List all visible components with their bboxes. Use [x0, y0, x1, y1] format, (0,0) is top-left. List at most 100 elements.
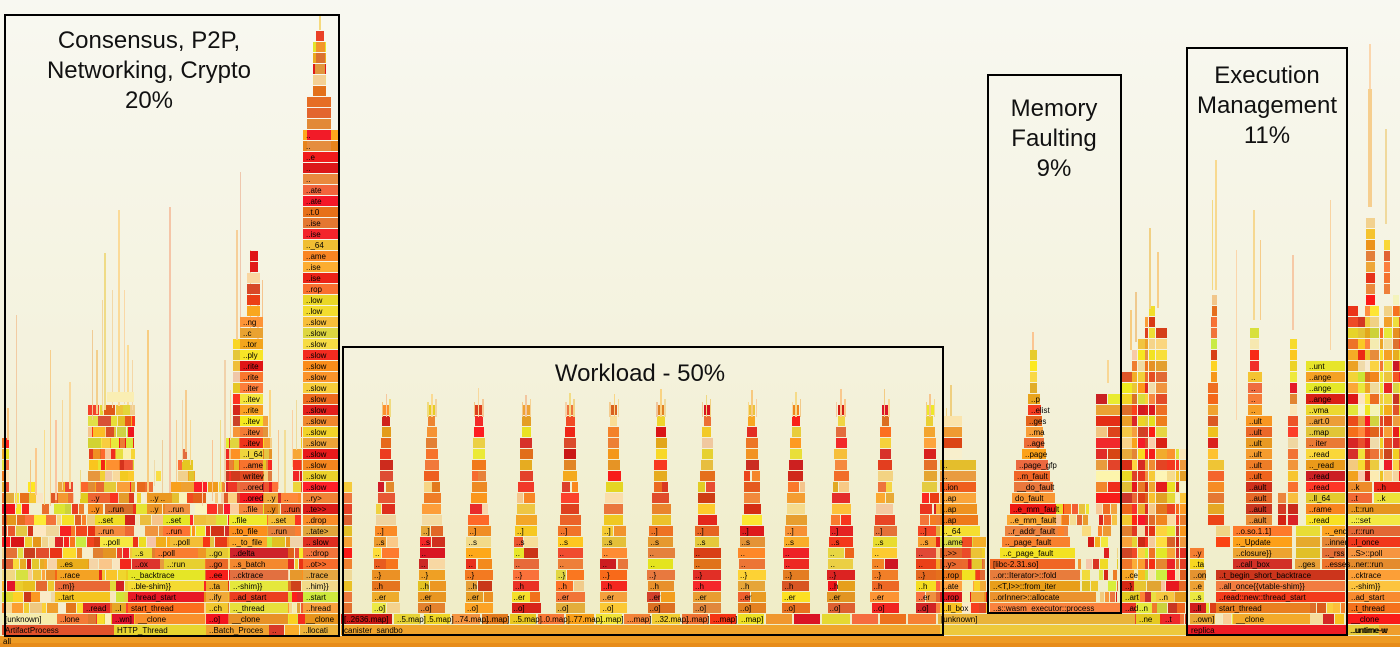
svg-text:..read: ..read	[1309, 516, 1329, 525]
svg-text:.._read: .._read	[1309, 461, 1334, 470]
svg-text:HTTP_Thread: HTTP_Thread	[117, 626, 168, 635]
svg-text:..: ..	[831, 560, 835, 569]
svg-text:..or::Iterator>::fold: ..or::Iterator>::fold	[993, 571, 1056, 580]
svg-text:..hread: ..hread	[306, 604, 331, 613]
svg-text:..m}}: ..m}}	[58, 582, 75, 591]
svg-text:..s: ..s	[875, 538, 883, 547]
svg-text:..: ..	[943, 461, 947, 470]
svg-text:..]: ..]	[517, 527, 524, 536]
svg-text:..trace: ..trace	[306, 571, 329, 580]
svg-text:..: ..	[284, 494, 288, 503]
svg-text:..ate: ..ate	[943, 582, 959, 591]
svg-text:..: ..	[1251, 384, 1255, 393]
svg-text:..t: ..t	[1351, 494, 1358, 503]
svg-text:..l_64: ..l_64	[243, 450, 263, 459]
svg-text:..r_addr_fault: ..r_addr_fault	[1008, 527, 1056, 536]
svg-text:..closure}}: ..closure}}	[1236, 549, 1272, 558]
svg-text:__clone: __clone	[137, 615, 167, 624]
svg-text:..read: ..read	[86, 604, 106, 613]
svg-text:Management: Management	[1197, 92, 1337, 119]
svg-text:Execution: Execution	[1214, 62, 1319, 89]
svg-text:..lone: ..lone	[60, 615, 80, 624]
svg-text:..h: ..h	[374, 582, 383, 591]
svg-text:..]: ..]	[920, 527, 927, 536]
svg-text:..: ..	[560, 549, 564, 558]
svg-text:..race: ..race	[60, 571, 81, 580]
svg-text:..: ..	[875, 549, 879, 558]
svg-text:..h: ..h	[650, 582, 659, 591]
svg-text:..}: ..}	[785, 571, 792, 580]
svg-text:..ox: ..ox	[135, 560, 148, 569]
svg-text:..er: ..er	[829, 593, 841, 602]
svg-text:..: ..	[696, 549, 700, 558]
svg-text:.._page_fault: .._page_fault	[1005, 538, 1052, 547]
svg-text:..: ..	[516, 560, 520, 569]
svg-text:.._rss: .._rss	[1325, 549, 1345, 558]
svg-text:..untime-w: ..untime-w	[1351, 626, 1388, 635]
svg-text:.._backtrace: .._backtrace	[131, 571, 175, 580]
svg-text:..ot>>: ..ot>>	[306, 560, 327, 569]
svg-text:..slow: ..slow	[306, 483, 327, 492]
svg-text:..0.map]: ..0.map]	[541, 615, 570, 624]
svg-text:..m_fault: ..m_fault	[1017, 472, 1048, 481]
svg-text:..ult: ..ult	[1249, 428, 1263, 437]
svg-text:..-shim}}: ..-shim}}	[1351, 582, 1381, 591]
svg-text:..ll: ..ll	[1193, 604, 1201, 613]
svg-text:..]: ..]	[604, 527, 611, 536]
svg-text:..ap: ..ap	[943, 505, 957, 514]
svg-text:do_fault: do_fault	[1015, 494, 1044, 503]
svg-text:..o]: ..o]	[784, 604, 795, 613]
svg-text:..er: ..er	[375, 593, 387, 602]
svg-text:..slow: ..slow	[306, 450, 327, 459]
svg-text:..s: ..s	[742, 538, 750, 547]
svg-text:..o]: ..o]	[874, 604, 885, 613]
svg-text:..o]: ..o]	[421, 604, 432, 613]
svg-text:start_thread: start_thread	[131, 604, 174, 613]
svg-text:..}: ..}	[829, 571, 836, 580]
svg-text:..s: ..s	[604, 538, 612, 547]
svg-text:...map]: ...map]	[713, 615, 737, 624]
svg-text:..ee: ..ee	[209, 571, 223, 580]
svg-text:..]: ..]	[651, 527, 658, 536]
svg-text:..: ..	[874, 560, 878, 569]
svg-text:..h: ..h	[874, 582, 883, 591]
svg-text:[..2636.map]: [..2636.map]	[344, 615, 388, 624]
svg-text:..}: ..}	[558, 571, 565, 580]
svg-text:..: ..	[603, 560, 607, 569]
svg-text:..er: ..er	[603, 593, 615, 602]
svg-text:..ise: ..ise	[306, 274, 321, 283]
svg-text:..o]: ..o]	[695, 604, 706, 613]
svg-text:..s: ..s	[560, 538, 568, 547]
svg-text:..y: ..y	[267, 505, 275, 514]
svg-text:..o]: ..o]	[467, 604, 478, 613]
svg-text:..h: ..h	[830, 582, 839, 591]
svg-text:..<T,I>>::from_iter: ..<T,I>>::from_iter	[993, 582, 1056, 591]
svg-text:..drop: ..drop	[306, 516, 327, 525]
svg-text:..itev: ..itev	[243, 439, 260, 448]
svg-text:..s: ..s	[469, 538, 477, 547]
svg-text:..e_mm_fault: ..e_mm_fault	[1010, 516, 1057, 525]
svg-text:..rop: ..rop	[306, 285, 323, 294]
svg-text:..h: ..h	[785, 582, 794, 591]
svg-text:..o]: ..o]	[650, 604, 661, 613]
svg-text:..: ..	[786, 560, 790, 569]
svg-text:..ll_box: ..ll_box	[943, 604, 968, 613]
svg-text:..delta: ..delta	[233, 549, 255, 558]
svg-text:..h: ..h	[919, 582, 928, 591]
svg-text:..y ..: ..y ..	[150, 494, 165, 503]
svg-text:..y: ..y	[91, 494, 99, 503]
svg-text:..slow: ..slow	[306, 395, 327, 404]
svg-text:..o]: ..o]	[830, 604, 841, 613]
svg-text:..: ..	[306, 175, 310, 184]
svg-text:..ult: ..ult	[1249, 439, 1263, 448]
svg-text:..start: ..start	[306, 593, 327, 602]
svg-text:..all_once{{vtable-shim}}: ..all_once{{vtable-shim}}	[1219, 582, 1305, 591]
svg-text:[unknown]: [unknown]	[5, 615, 41, 624]
svg-text:..n: ..n	[1159, 593, 1168, 602]
svg-text:..ify: ..ify	[209, 593, 221, 602]
svg-text:..read: ..read	[1309, 483, 1329, 492]
svg-text:..vma: ..vma	[1309, 406, 1329, 415]
svg-text:..ored: ..ored	[243, 494, 263, 503]
svg-text:.5.map]: .5.map]	[427, 615, 454, 624]
svg-text:..y: ..y	[150, 505, 158, 514]
